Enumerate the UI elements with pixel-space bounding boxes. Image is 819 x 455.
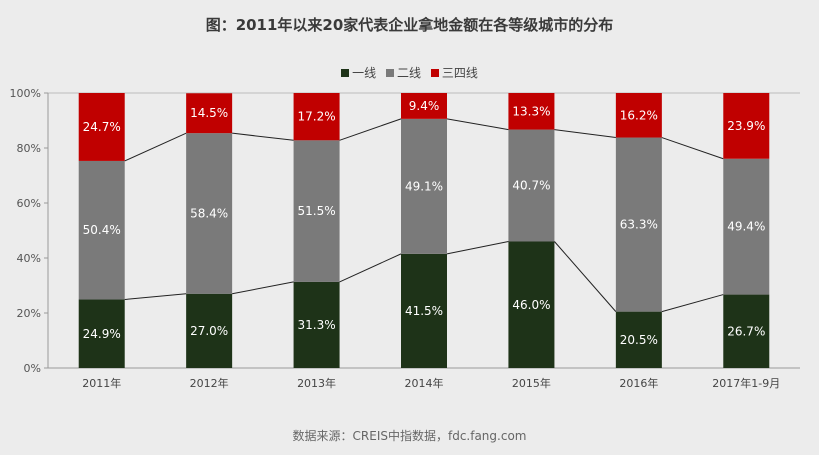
bars-layer <box>78 93 770 368</box>
data-label: 40.7% <box>512 179 550 193</box>
x-tick-label: 2011年 <box>82 376 121 390</box>
legend-item-tier34: 三四线 <box>430 64 478 81</box>
x-tick-label: 2015年 <box>512 376 551 390</box>
bar-segment <box>401 253 447 368</box>
bar-segment <box>293 140 340 282</box>
legend-swatch-tier34 <box>430 68 439 77</box>
data-label: 9.4% <box>409 99 440 113</box>
bar-segment <box>186 133 233 294</box>
legend-swatch-tier1 <box>341 68 350 77</box>
legend-label-tier2: 二线 <box>396 66 421 80</box>
series-connector-line <box>232 281 294 295</box>
bar-segment <box>615 93 662 138</box>
data-label: 24.7% <box>83 120 121 134</box>
bar-segment <box>78 160 125 300</box>
chart-title: 图：2011年以来20家代表企业拿地金额在各等级城市的分布 <box>205 16 614 34</box>
bar-segment <box>401 118 447 254</box>
labels-layer: 24.9% 50.4% 24.7% 27.0% 58.4% 14.5% 31.3% 51.5%… <box>83 99 766 347</box>
bar-segment <box>293 281 340 368</box>
series-connector-line <box>661 294 724 313</box>
bar-segment <box>723 294 770 368</box>
legend-item-tier1: 一线 <box>341 64 376 81</box>
data-label: 14.5% <box>190 106 228 120</box>
data-source: 数据来源：CREIS中指数据，fdc.fang.com <box>292 429 527 443</box>
x-tick-label: 2012年 <box>190 376 229 390</box>
bar-segment <box>508 129 555 242</box>
series-connector-line <box>446 241 509 255</box>
y-tick-label: 80% <box>17 142 41 155</box>
series-connector-line <box>232 132 294 141</box>
data-label: 24.9% <box>83 327 121 341</box>
legend-label-tier34: 三四线 <box>441 66 478 80</box>
data-label: 23.9% <box>727 119 765 133</box>
legend-item-tier2: 二线 <box>385 64 421 81</box>
data-label: 20.5% <box>620 333 658 347</box>
y-tick-label: 0% <box>24 362 41 375</box>
data-label: 50.4% <box>83 223 121 237</box>
x-tick-label: 2014年 <box>405 376 444 390</box>
y-tick-label: 100% <box>10 87 41 100</box>
series-connector-line <box>554 129 616 139</box>
bar-segment <box>78 299 125 368</box>
data-label: 13.3% <box>512 104 550 118</box>
data-label: 49.4% <box>727 220 765 234</box>
y-tick-label: 60% <box>17 197 41 210</box>
data-label: 27.0% <box>190 324 228 338</box>
x-tick-label: 2017年1-9月 <box>712 376 780 390</box>
bar-segment <box>615 311 662 368</box>
y-tick-label: 40% <box>17 252 41 265</box>
data-label: 17.2% <box>298 110 336 124</box>
x-tick-label: 2013年 <box>297 376 336 390</box>
series-connector-line <box>339 253 402 283</box>
series-connector-line <box>661 137 724 160</box>
series-connector-line <box>554 241 617 312</box>
data-label: 58.4% <box>190 206 228 220</box>
bar-segment <box>615 137 662 312</box>
bar-segment <box>508 93 555 130</box>
legend-swatch-tier2 <box>385 68 394 77</box>
series-connector-line <box>124 132 187 162</box>
bar-segment <box>401 93 447 119</box>
data-label: 63.3% <box>620 218 658 232</box>
series-connector-line <box>446 118 509 131</box>
data-label: 46.0% <box>512 298 550 312</box>
data-label: 51.5% <box>298 204 336 218</box>
bar-segment <box>723 158 770 295</box>
bar-segment <box>293 93 340 141</box>
bar-segment <box>186 93 233 134</box>
data-label: 49.1% <box>405 179 443 193</box>
legend: 一线 二线 三四线 <box>0 64 819 81</box>
x-tick-label: 2016年 <box>619 376 658 390</box>
legend-label-tier1: 一线 <box>352 66 377 80</box>
series-connector-line <box>124 293 187 301</box>
series-connector-line <box>339 118 402 141</box>
bar-segment <box>508 241 555 368</box>
bar-segment <box>186 293 233 368</box>
bar-segment <box>723 93 770 159</box>
connector-layer <box>124 118 724 313</box>
data-label: 41.5% <box>405 304 443 318</box>
data-label: 31.3% <box>298 318 336 332</box>
bar-segment <box>78 93 125 161</box>
data-label: 16.2% <box>620 108 658 122</box>
y-tick-label: 20% <box>17 307 41 320</box>
data-label: 26.7% <box>727 324 765 338</box>
